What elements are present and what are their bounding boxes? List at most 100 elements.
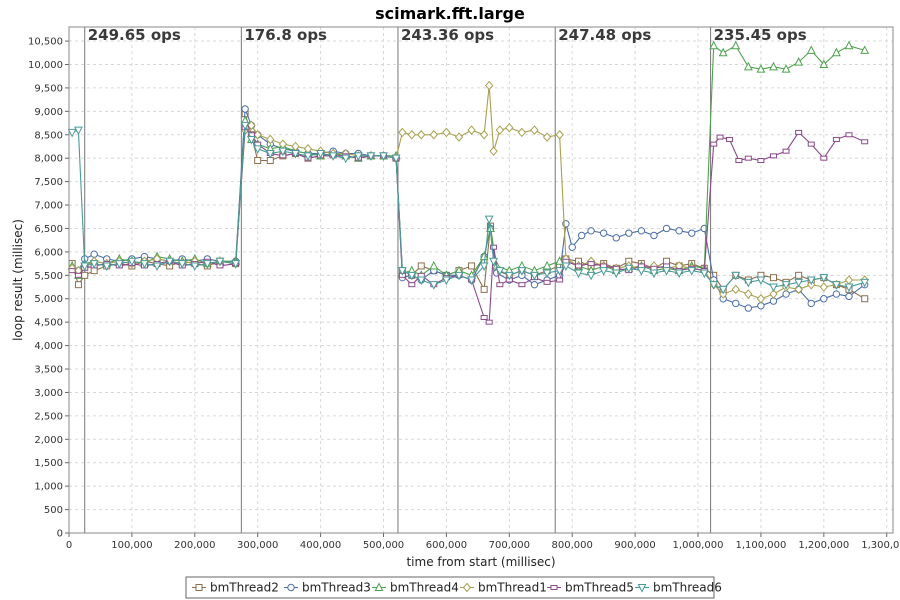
data-point (612, 234, 620, 242)
legend-item: bmThread3 (284, 581, 371, 595)
data-point (407, 129, 416, 140)
data-point (718, 47, 728, 57)
y-tick-label: 2,500 (34, 411, 63, 422)
x-tick-label: 300,000 (237, 540, 278, 551)
data-point (480, 285, 488, 293)
data-point (831, 281, 841, 290)
y-tick-label: 8,000 (34, 154, 63, 165)
data-point (417, 262, 425, 270)
data-point (845, 292, 853, 301)
data-point (489, 257, 498, 267)
legend-item: bmThread2 (192, 581, 279, 595)
data-point (165, 257, 175, 267)
data-point (861, 139, 869, 145)
data-point (744, 304, 753, 312)
y-tick-label: 8,500 (34, 130, 63, 141)
data-point (860, 45, 870, 54)
data-point (756, 64, 766, 73)
y-tick-label: 3,000 (34, 388, 63, 399)
legend-label: bmThread4 (390, 581, 459, 595)
data-point (757, 302, 765, 310)
data-point (556, 277, 564, 283)
y-tick-label: 7,000 (34, 201, 63, 212)
data-point (407, 271, 417, 281)
axis-layer: 0 500 1,000 1,500 2,000 2,500 3,000 3,500 4,000 4… (28, 37, 900, 551)
y-tick-label: 1,500 (34, 458, 63, 469)
data-point (517, 127, 527, 138)
data-point (479, 251, 489, 261)
x-tick-label: 1,200,000 (798, 540, 849, 551)
legend-swatch-marker (287, 583, 295, 592)
legend-label: bmThread3 (302, 581, 371, 595)
data-point (555, 256, 565, 265)
y-tick-label: 5,000 (34, 294, 63, 305)
x-tick-label: 200,000 (174, 540, 215, 551)
data-point (241, 105, 249, 113)
data-point (599, 267, 609, 276)
data-point (102, 262, 112, 272)
data-point (316, 150, 326, 159)
data-point (699, 269, 709, 279)
data-point (577, 231, 586, 240)
data-point (599, 229, 608, 237)
data-point (140, 260, 149, 269)
data-point (861, 295, 869, 303)
legend-swatch-marker (550, 585, 558, 590)
data-point (467, 276, 476, 286)
data-point (530, 271, 539, 281)
data-point (586, 271, 596, 281)
legend: bmThread2 bmThread3 bmThread4 bmThread1 bmTh… (185, 576, 722, 599)
data-point (74, 272, 82, 278)
data-point (484, 215, 494, 225)
x-tick-label: 1,000,000 (673, 540, 724, 551)
data-point (756, 293, 766, 304)
data-point (561, 262, 571, 272)
data-point (574, 269, 583, 279)
data-point (479, 262, 489, 272)
series-layer (67, 40, 870, 325)
legend-item: bmThread4 (372, 581, 459, 595)
data-point (687, 267, 697, 276)
y-tick-label: 4,500 (34, 318, 63, 329)
data-point (530, 280, 539, 289)
data-point (662, 224, 671, 233)
data-point (454, 271, 464, 281)
data-point (328, 152, 338, 161)
data-point (624, 264, 634, 274)
data-point (820, 295, 828, 303)
y-tick-label: 10,500 (28, 37, 63, 48)
data-point (555, 129, 564, 140)
data-point (366, 152, 376, 161)
data-point (67, 128, 77, 138)
data-point (74, 126, 83, 136)
data-point (303, 152, 313, 161)
data-point (795, 129, 803, 135)
data-point (769, 283, 778, 293)
plot-area (69, 27, 893, 533)
data-point (688, 229, 696, 237)
y-tick-label: 9,500 (34, 83, 63, 94)
x-axis-title: time from start (millisec) (406, 555, 555, 569)
data-point (782, 290, 790, 298)
data-point (74, 281, 82, 289)
data-point (744, 155, 752, 161)
data-point (794, 57, 804, 66)
data-point (819, 282, 828, 292)
data-point (429, 129, 438, 140)
data-point (637, 227, 646, 235)
data-point (649, 269, 659, 279)
data-point (662, 267, 671, 276)
data-point (517, 267, 527, 276)
data-point (152, 262, 162, 272)
data-point (265, 150, 275, 159)
data-point (505, 122, 514, 133)
legend-box (185, 576, 715, 599)
data-point (806, 45, 816, 54)
data-point (625, 229, 633, 237)
data-point (530, 125, 539, 135)
data-point (253, 145, 263, 154)
data-point (725, 136, 733, 142)
data-point (709, 281, 719, 290)
y-tick-label: 3,500 (34, 365, 63, 376)
